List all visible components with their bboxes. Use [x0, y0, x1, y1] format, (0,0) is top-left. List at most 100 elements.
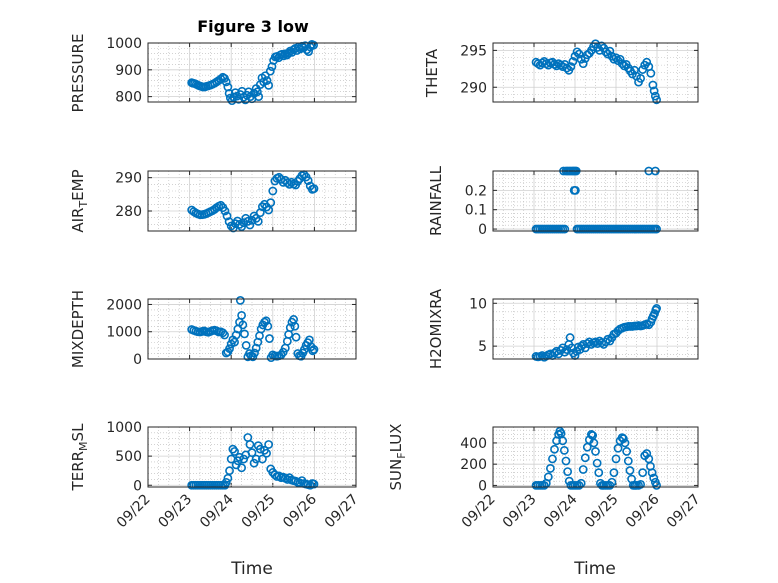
data-point — [618, 434, 628, 444]
data-point — [264, 80, 274, 90]
data-point — [257, 454, 267, 464]
y-tick-label: 500 — [115, 449, 142, 465]
subplot-pressure: 800 900 1000 PRESSURE — [69, 34, 357, 113]
data-point — [304, 47, 313, 56]
data-point — [578, 59, 588, 69]
y-tick-label: 0 — [133, 478, 142, 494]
axes-border — [492, 298, 699, 360]
subplot-terr-msl: 0 500 1000 09/22 09/23 09/24 09/25 09/26 09/27 T… — [69, 420, 362, 579]
data-point — [646, 68, 656, 78]
data-point — [237, 310, 246, 320]
data-point — [560, 224, 570, 234]
y-tick-label: 0 — [478, 478, 487, 494]
data-point — [607, 477, 617, 487]
data-point — [561, 456, 571, 466]
data-point — [574, 481, 584, 490]
x-tick-label: 09/27 — [322, 491, 362, 531]
figure-title: Figure 3 low — [197, 17, 309, 36]
x-tick-label: 09/23 — [500, 491, 540, 531]
y-tick-label: 5 — [478, 339, 487, 355]
data-point — [623, 456, 633, 466]
data-point — [652, 304, 661, 313]
data-point — [237, 463, 246, 473]
data-point — [268, 186, 278, 196]
data-point — [574, 49, 584, 59]
y-tick-label: 0 — [478, 222, 487, 238]
x-tick-label: 09/24 — [541, 491, 581, 531]
data-point — [309, 479, 319, 489]
data-point — [250, 348, 259, 358]
y-tick-label: 900 — [115, 63, 142, 79]
ylabel-pressure: PRESSURE — [69, 34, 87, 113]
data-point — [240, 329, 249, 339]
data-point — [546, 464, 555, 473]
data-point — [580, 453, 590, 463]
data-point — [235, 219, 244, 229]
data-point — [291, 332, 301, 342]
xlabel-right: Time — [573, 559, 616, 579]
x-tick-label: 09/25 — [582, 491, 622, 531]
data-point — [285, 179, 294, 189]
subplot-mixdepth: 0 1000 2000 MIXDEPTH — [69, 290, 357, 368]
data-point — [550, 59, 559, 69]
y-tick-label: 1000 — [106, 420, 142, 436]
data-point — [309, 345, 319, 354]
data-point — [309, 40, 318, 50]
data-point — [228, 223, 238, 233]
y-tick-label: 0 — [133, 352, 142, 368]
data-point — [568, 57, 578, 66]
data-point — [649, 473, 659, 483]
data-point — [263, 321, 273, 331]
data-point — [305, 480, 315, 490]
data-point — [247, 448, 257, 458]
axes-border — [492, 170, 699, 232]
data-point — [251, 454, 261, 464]
data-point — [266, 198, 276, 208]
ylabel-h2omixra: H2OMIXRA — [427, 288, 445, 369]
x-tick-label: 09/22 — [459, 491, 499, 531]
y-tick-label: 200 — [460, 457, 487, 473]
y-tick-label: 290 — [460, 80, 487, 96]
data-point — [264, 440, 274, 449]
data-point — [578, 465, 588, 474]
data-point — [539, 481, 549, 490]
xlabel-left: Time — [230, 559, 273, 579]
data-point — [308, 346, 318, 356]
data-point — [282, 475, 292, 484]
data-point — [592, 458, 602, 468]
data-point — [615, 54, 625, 64]
data-point — [605, 46, 615, 56]
data-point — [591, 337, 600, 347]
data-point — [244, 87, 254, 97]
x-tick-label: 09/23 — [155, 491, 195, 531]
data-point — [565, 333, 575, 342]
data-point — [255, 444, 265, 454]
data-point — [558, 62, 568, 71]
data-point — [247, 215, 257, 225]
y-tick-label: 2000 — [106, 297, 142, 313]
y-tick-label: 800 — [115, 90, 142, 106]
data-point — [552, 61, 561, 71]
data-point — [603, 334, 613, 344]
data-point — [548, 454, 557, 464]
data-point — [571, 185, 580, 195]
y-tick-label: 1000 — [106, 325, 142, 341]
data-point — [636, 479, 645, 489]
data-point — [309, 184, 319, 194]
data-point — [559, 445, 569, 455]
data-point — [254, 92, 264, 102]
data-point — [262, 448, 271, 458]
x-tick-label: 09/27 — [664, 491, 704, 531]
data-point — [652, 481, 661, 490]
data-point — [611, 454, 621, 464]
data-point — [601, 47, 611, 57]
data-point — [609, 468, 619, 478]
ylabel-rainfall: RAINFALL — [427, 165, 445, 236]
data-point — [642, 449, 652, 458]
y-tick-label: 400 — [460, 436, 487, 452]
data-point — [566, 62, 576, 71]
data-point — [285, 323, 295, 333]
subplot-theta: 290 295 THETA — [423, 39, 699, 105]
data-point — [262, 76, 272, 85]
